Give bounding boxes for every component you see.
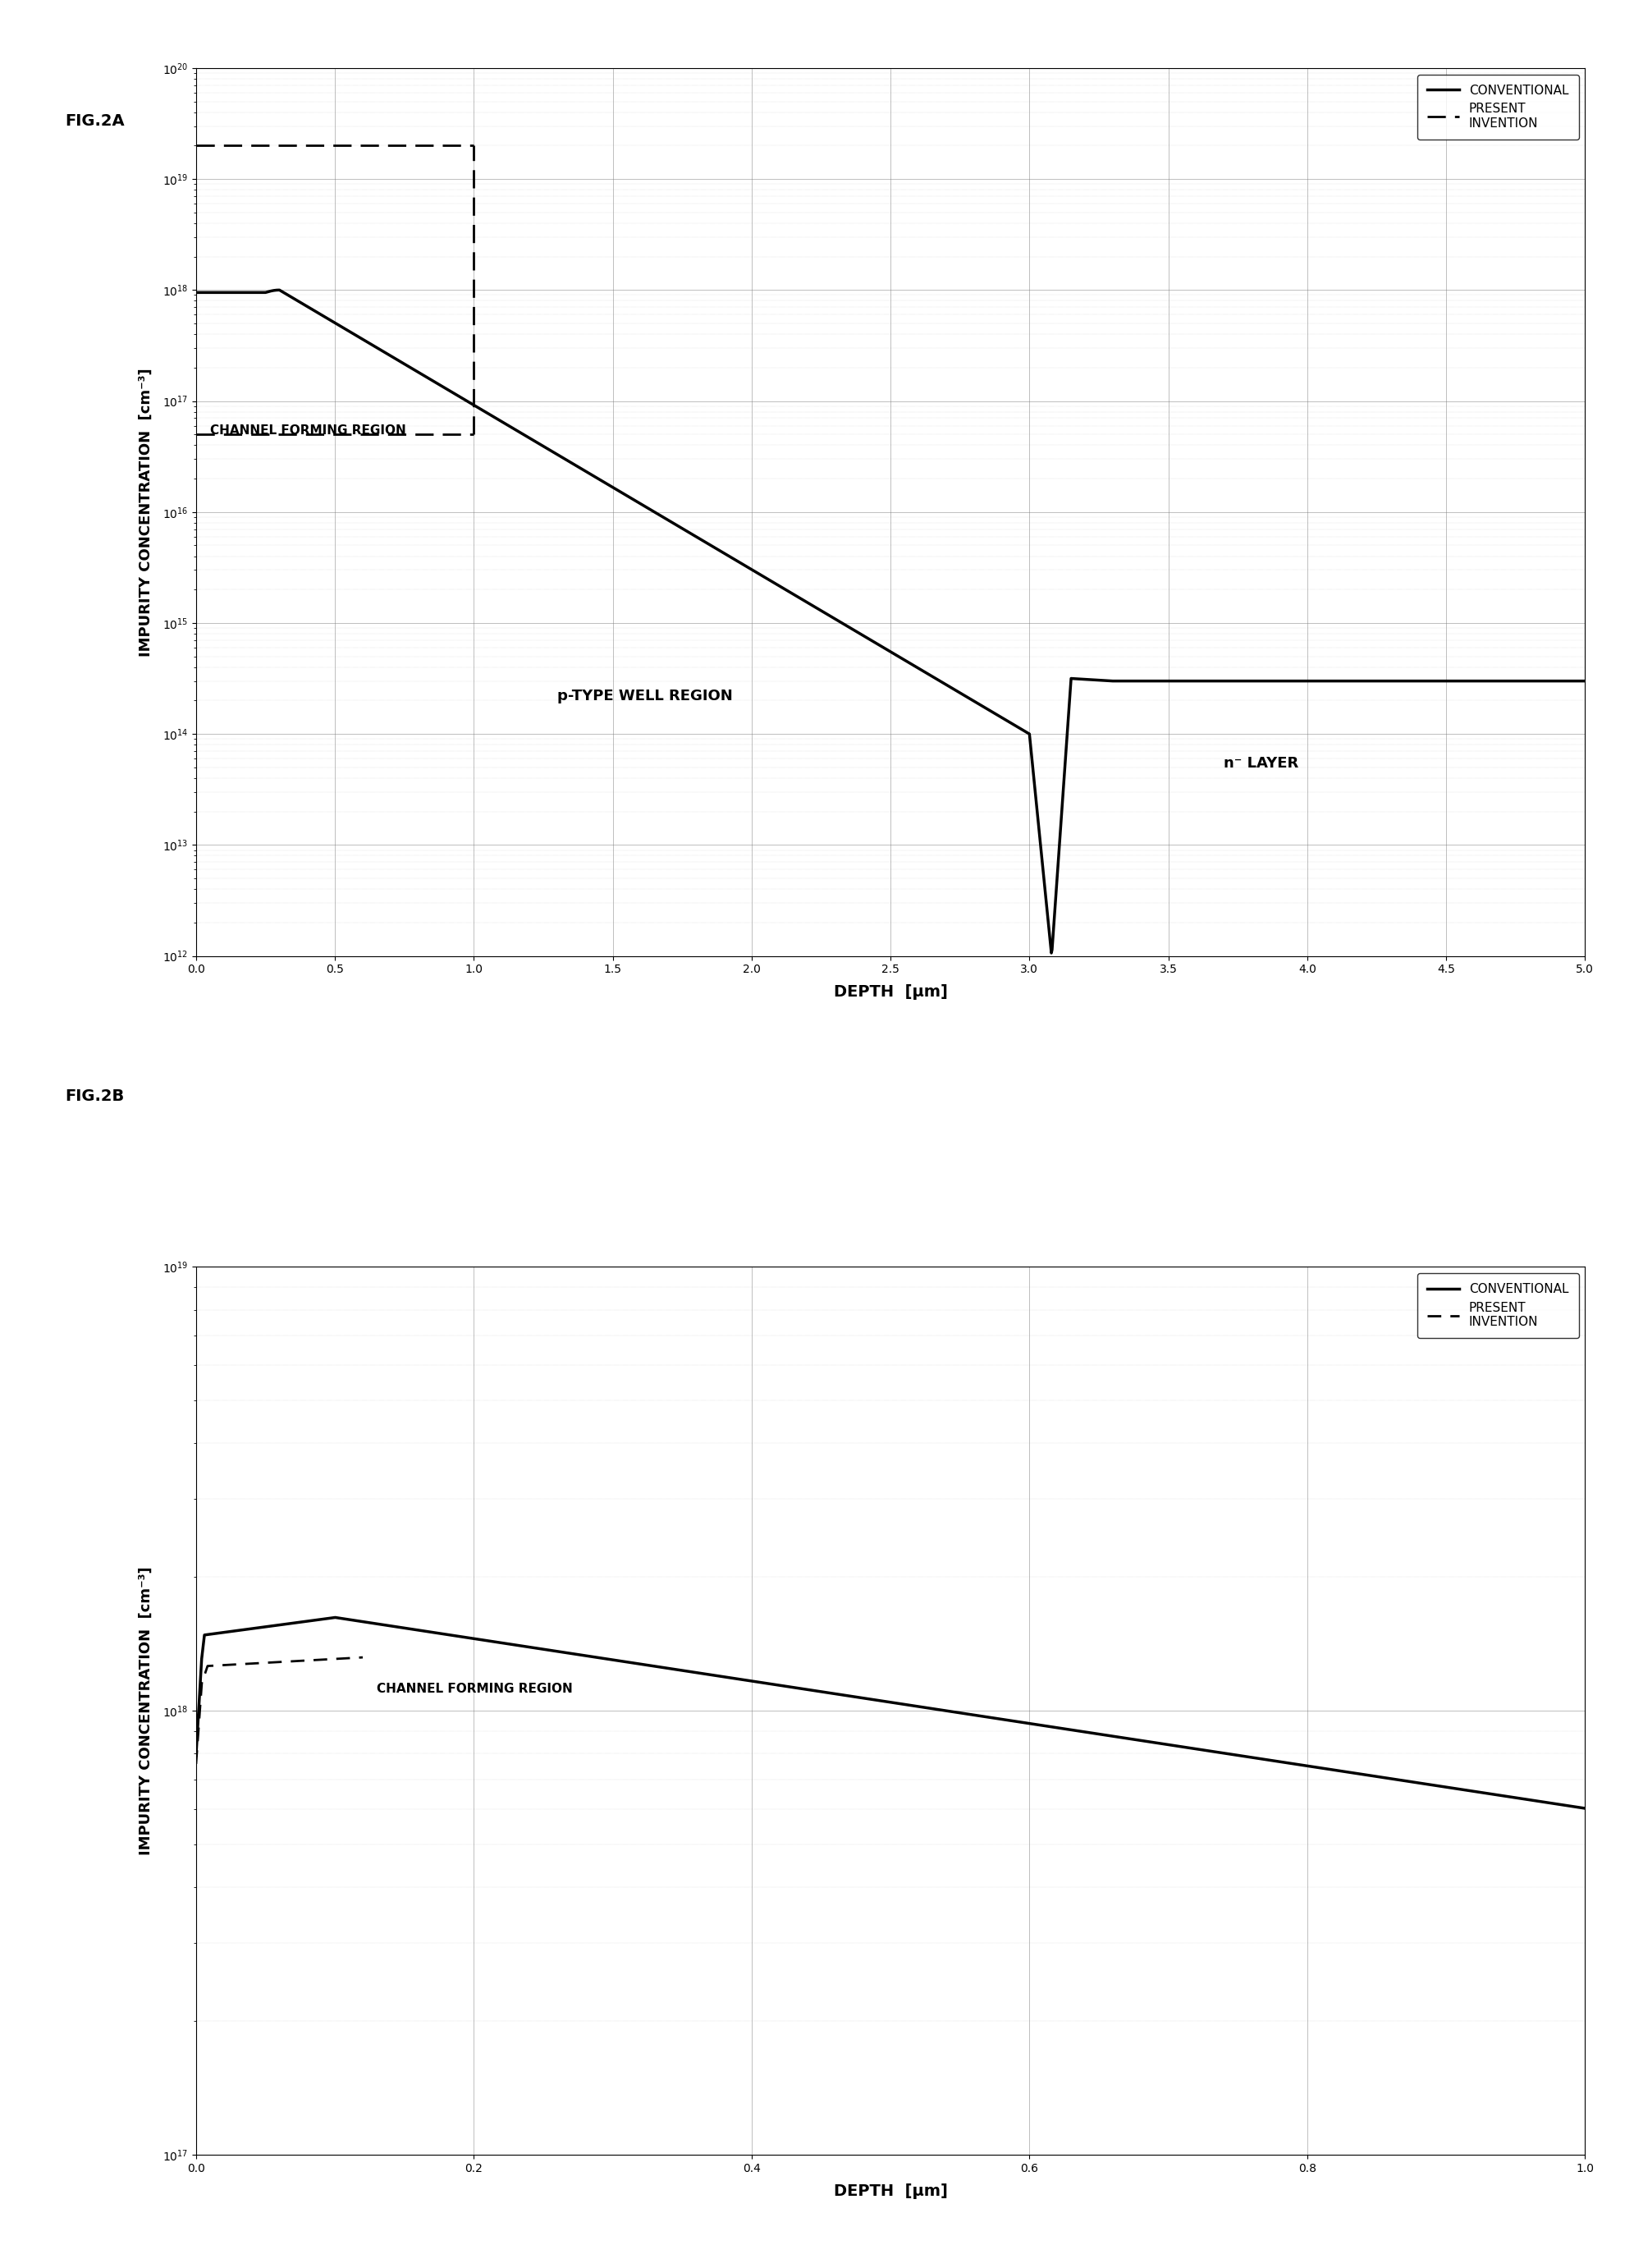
Text: CHANNEL FORMING REGION: CHANNEL FORMING REGION: [209, 424, 405, 438]
Legend: CONVENTIONAL, PRESENT
INVENTION: CONVENTIONAL, PRESENT INVENTION: [1418, 75, 1578, 141]
Text: n⁻ LAYER: n⁻ LAYER: [1224, 755, 1299, 771]
Text: FIG.2A: FIG.2A: [65, 113, 124, 129]
Text: p-TYPE WELL REGION: p-TYPE WELL REGION: [557, 689, 732, 703]
X-axis label: DEPTH  [μm]: DEPTH [μm]: [833, 2184, 948, 2198]
Y-axis label: IMPURITY CONCENTRATION  [cm⁻³]: IMPURITY CONCENTRATION [cm⁻³]: [139, 367, 154, 655]
Y-axis label: IMPURITY CONCENTRATION  [cm⁻³]: IMPURITY CONCENTRATION [cm⁻³]: [139, 1567, 154, 1855]
Legend: CONVENTIONAL, PRESENT
INVENTION: CONVENTIONAL, PRESENT INVENTION: [1418, 1272, 1578, 1338]
Text: FIG.2B: FIG.2B: [65, 1089, 124, 1105]
Text: CHANNEL FORMING REGION: CHANNEL FORMING REGION: [376, 1683, 572, 1694]
X-axis label: DEPTH  [μm]: DEPTH [μm]: [833, 984, 948, 1000]
